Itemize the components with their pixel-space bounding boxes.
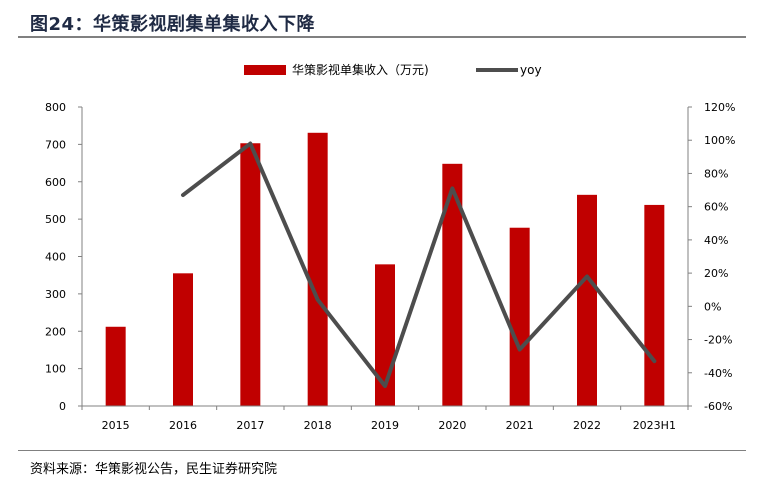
title-rule [18, 36, 746, 38]
left-tick-label: 0 [59, 400, 66, 413]
right-tick-label: -60% [704, 400, 732, 413]
bar-2020 [442, 163, 463, 406]
yoy-point-2019 [383, 384, 387, 388]
yoy-point-2022 [585, 274, 589, 278]
legend-bar-label: 华策影视单集收入（万元) [292, 62, 429, 77]
left-tick-label: 800 [45, 101, 66, 114]
source-rule [18, 450, 746, 451]
bar-2017 [240, 143, 261, 406]
legend-line-label: yoy [520, 63, 542, 77]
right-tick-label: 60% [704, 201, 728, 214]
x-tick-label: 2016 [169, 419, 197, 432]
bar-2021 [509, 227, 530, 406]
yoy-point-2023H1 [652, 359, 656, 363]
left-tick-label: 200 [45, 325, 66, 338]
source-note: 资料来源：华策影视公告，民生证券研究院 [30, 462, 278, 477]
bar-2023H1 [644, 204, 665, 406]
right-tick-label: 100% [704, 134, 735, 147]
yoy-point-2020 [450, 186, 454, 190]
yoy-point-2017 [248, 142, 252, 146]
x-tick-label: 2022 [573, 419, 601, 432]
x-tick-label: 2021 [506, 419, 534, 432]
left-tick-label: 500 [45, 213, 66, 226]
bar-2018 [307, 132, 328, 406]
right-tick-label: 40% [704, 234, 728, 247]
x-tick-label: 2019 [371, 419, 399, 432]
left-tick-label: 400 [45, 251, 66, 264]
x-tick-label: 2018 [304, 419, 332, 432]
figure-title: 图24：华策影视剧集单集收入下降 [30, 14, 316, 35]
x-tick-label: 2020 [438, 419, 466, 432]
yoy-line [181, 141, 657, 389]
left-tick-label: 600 [45, 176, 66, 189]
right-tick-label: 20% [704, 267, 728, 280]
yoy-point-2021 [518, 348, 522, 352]
left-tick-label: 700 [45, 138, 66, 151]
yoy-point-2018 [316, 298, 320, 302]
left-tick-label: 300 [45, 288, 66, 301]
right-tick-label: 0% [704, 300, 721, 313]
x-tick-label: 2015 [102, 419, 130, 432]
bar-2016 [173, 273, 193, 406]
right-tick-label: -40% [704, 367, 732, 380]
right-tick-label: -20% [704, 334, 732, 347]
x-tick-label: 2023H1 [633, 419, 676, 432]
right-tick-label: 80% [704, 167, 728, 180]
bar-2015 [105, 326, 126, 406]
left-tick-label: 100 [45, 363, 66, 376]
yoy-point-2016 [181, 193, 185, 197]
legend-bar-swatch [244, 65, 286, 75]
x-tick-label: 2017 [236, 419, 264, 432]
right-tick-label: 120% [704, 101, 735, 114]
bar-2022 [577, 194, 597, 406]
